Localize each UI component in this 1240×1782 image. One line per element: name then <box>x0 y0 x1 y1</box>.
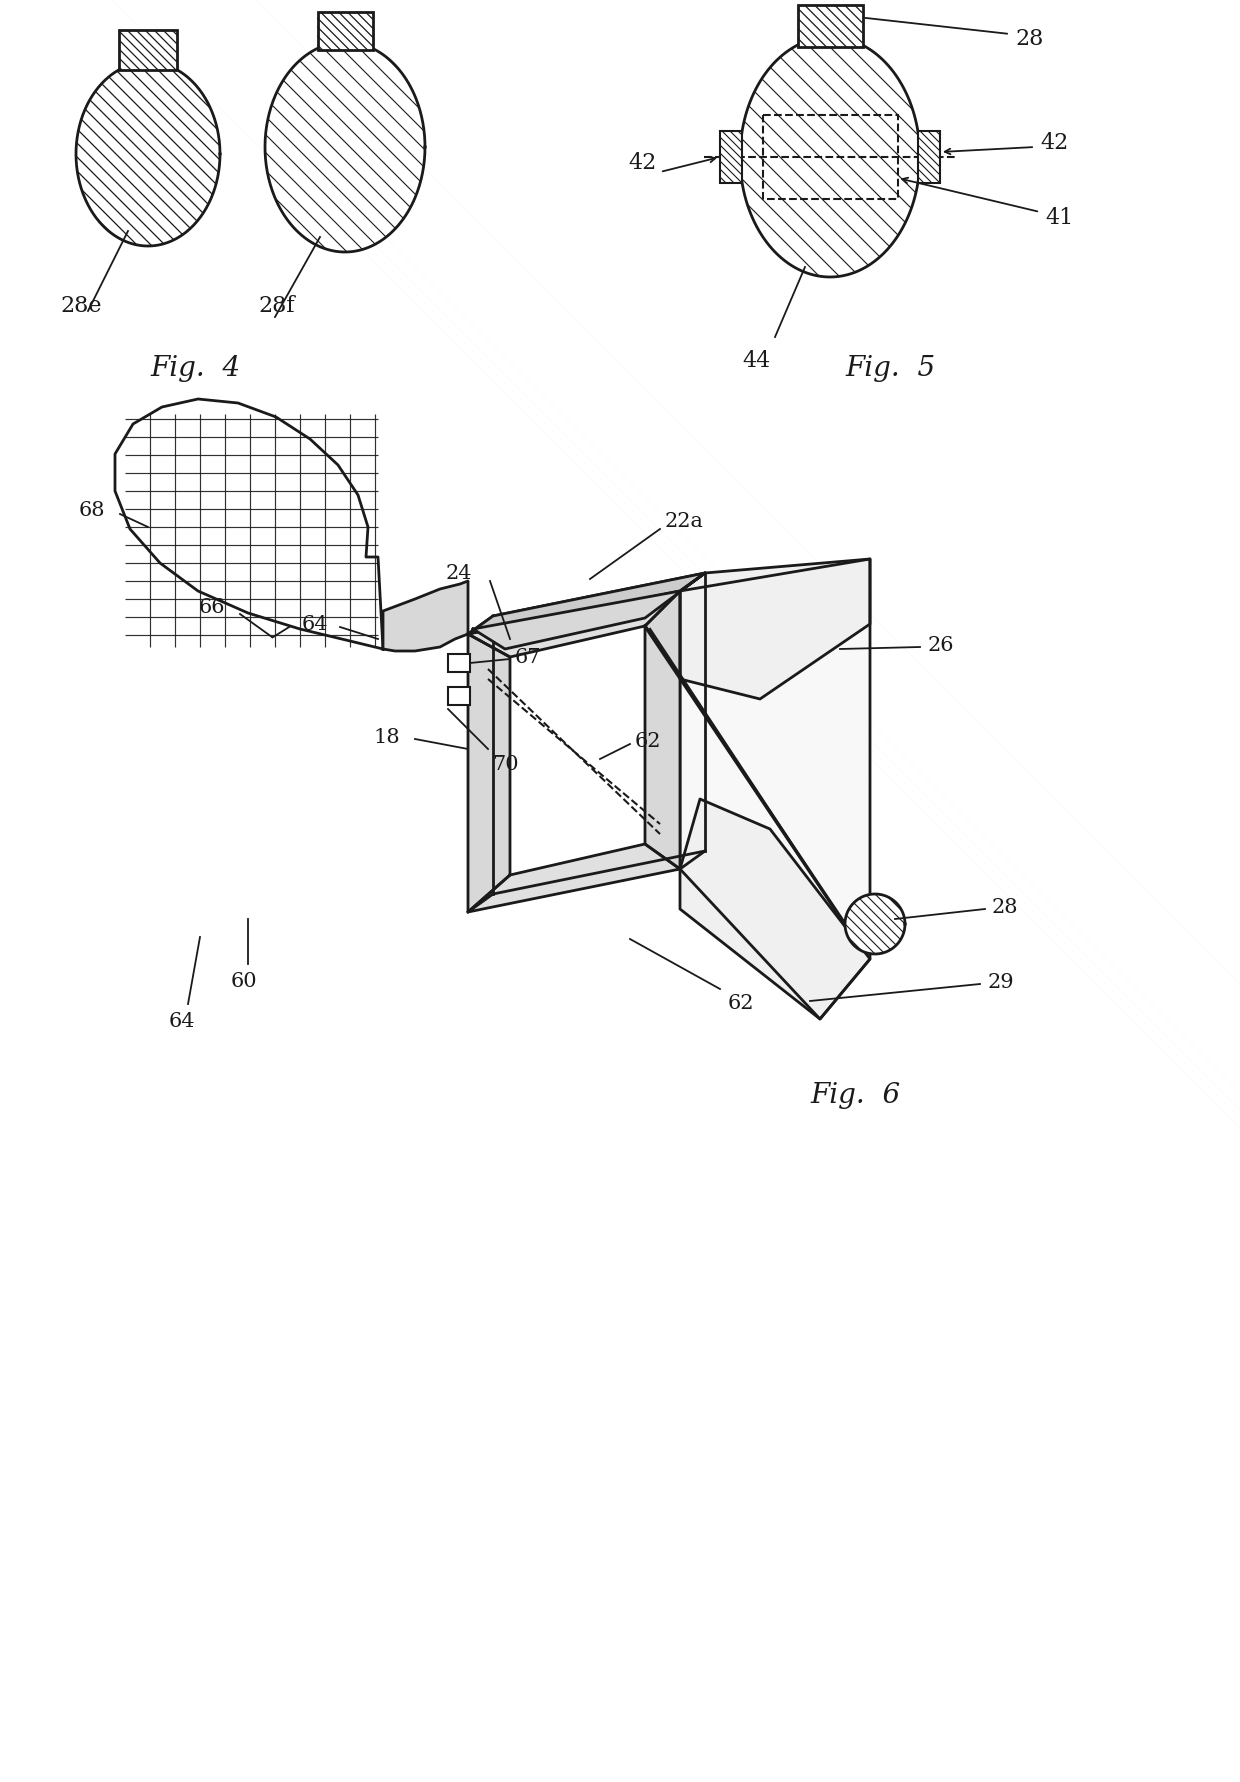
Text: 28: 28 <box>1016 29 1043 50</box>
Text: 42: 42 <box>1040 132 1068 153</box>
Polygon shape <box>844 895 905 955</box>
Bar <box>119 30 177 71</box>
Polygon shape <box>467 845 680 912</box>
Text: 18: 18 <box>373 729 401 747</box>
Text: 22a: 22a <box>665 511 704 531</box>
Text: 67: 67 <box>515 649 542 666</box>
Text: 60: 60 <box>231 971 258 991</box>
Text: 62: 62 <box>635 732 661 750</box>
Bar <box>720 132 742 184</box>
Bar <box>763 116 898 200</box>
Bar <box>448 688 470 706</box>
Polygon shape <box>645 592 680 870</box>
Bar <box>317 12 372 52</box>
Text: 26: 26 <box>928 636 955 656</box>
Text: 64: 64 <box>301 615 329 634</box>
Bar <box>918 132 940 184</box>
Text: 28e: 28e <box>60 294 102 317</box>
Polygon shape <box>680 560 870 1019</box>
Polygon shape <box>467 592 680 658</box>
Polygon shape <box>383 581 467 652</box>
Text: Fig.  5: Fig. 5 <box>844 355 935 381</box>
Text: 42: 42 <box>627 151 656 175</box>
Text: 64: 64 <box>169 1012 195 1030</box>
Bar <box>448 654 470 672</box>
Polygon shape <box>472 574 706 650</box>
Polygon shape <box>467 574 706 634</box>
Text: 28f: 28f <box>258 294 295 317</box>
Text: 68: 68 <box>78 501 105 519</box>
Text: 29: 29 <box>988 973 1014 993</box>
Text: 70: 70 <box>492 754 518 773</box>
Text: 62: 62 <box>728 993 754 1012</box>
Text: 44: 44 <box>742 349 770 372</box>
Text: 41: 41 <box>1045 207 1074 228</box>
Polygon shape <box>115 399 383 650</box>
Text: 28: 28 <box>992 898 1018 918</box>
Polygon shape <box>467 634 510 912</box>
Text: Fig.  4: Fig. 4 <box>150 355 241 381</box>
Polygon shape <box>680 800 870 1019</box>
Bar <box>797 5 863 48</box>
Polygon shape <box>680 560 870 700</box>
Text: Fig.  6: Fig. 6 <box>810 1082 900 1108</box>
Text: 24: 24 <box>445 565 472 583</box>
Text: 66: 66 <box>198 599 224 617</box>
